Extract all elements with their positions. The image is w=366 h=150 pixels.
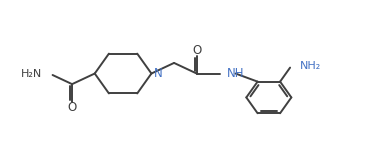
Text: NH₂: NH₂	[300, 61, 321, 71]
Text: H₂N: H₂N	[20, 69, 42, 79]
Text: O: O	[67, 101, 77, 114]
Text: N: N	[154, 67, 163, 80]
Text: NH: NH	[227, 67, 244, 80]
Text: O: O	[192, 44, 201, 57]
